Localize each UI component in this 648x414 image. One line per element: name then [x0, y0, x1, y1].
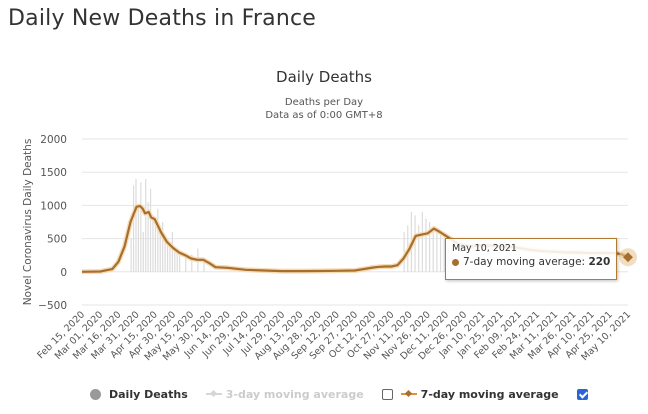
y-tick-label: 0 — [60, 267, 67, 279]
y-axis-label: Novel Coronavirus Daily Deaths — [22, 139, 34, 306]
daily-deaths-bar — [425, 218, 427, 272]
legend-item-7-day-ma[interactable]: 7-day moving average — [400, 387, 559, 401]
daily-deaths-bar — [157, 208, 159, 272]
y-tick-label: 500 — [47, 234, 67, 246]
daily-deaths-bar — [166, 238, 169, 272]
tooltip-date: May 10, 2021 — [452, 243, 517, 254]
daily-deaths-bar — [147, 202, 149, 272]
daily-deaths-bar — [162, 222, 164, 272]
daily-deaths-bar — [429, 222, 431, 272]
daily-deaths-bar — [132, 185, 135, 272]
legend-label: 7-day moving average — [420, 387, 559, 401]
daily-deaths-bar — [443, 238, 445, 272]
grid — [82, 138, 628, 306]
daily-deaths-bar — [169, 245, 171, 272]
daily-deaths-bar — [418, 225, 420, 272]
daily-deaths-bar — [164, 241, 166, 272]
circle-icon — [90, 388, 101, 400]
line-marker-icon — [400, 389, 417, 399]
daily-deaths-bar — [191, 254, 193, 272]
checkbox-7-day-ma[interactable] — [576, 388, 588, 400]
daily-deaths-bar — [152, 218, 154, 272]
tooltip-series-dot-icon — [452, 258, 459, 266]
daily-deaths-bar — [140, 182, 142, 272]
hover-point-marker[interactable] — [623, 252, 633, 263]
chart-title: Daily Deaths — [276, 68, 372, 86]
tooltip-value: 220 — [588, 256, 611, 268]
daily-deaths-bar — [149, 188, 152, 272]
y-tick-label: 2000 — [40, 134, 67, 146]
y-tick-label: 1000 — [40, 200, 67, 212]
daily-deaths-bar — [436, 231, 438, 272]
daily-deaths-bar — [174, 248, 176, 272]
chart-subtitle: Deaths per Day — [284, 97, 364, 108]
daily-deaths-bar — [171, 231, 173, 272]
page-title: Daily New Deaths in France — [8, 6, 317, 31]
checkbox-3-day-ma[interactable] — [381, 388, 393, 400]
daily-deaths-bar — [403, 231, 405, 272]
daily-deaths-bar — [137, 205, 140, 272]
daily-deaths-bar — [145, 178, 147, 272]
daily-deaths-bar — [130, 238, 132, 272]
daily-deaths-bar — [185, 253, 187, 272]
chart-data-as-of: Data as of 0:00 GMT+8 — [265, 110, 383, 121]
daily-deaths-bar — [421, 212, 423, 272]
daily-deaths-bar — [142, 231, 144, 272]
tooltip-label: 7-day moving average: — [463, 256, 586, 268]
daily-deaths-bars — [130, 178, 453, 272]
daily-deaths-bar — [135, 178, 137, 272]
y-tick-label: 1500 — [40, 167, 67, 179]
daily-deaths-bar — [414, 215, 416, 272]
legend-label: 3-day moving average — [225, 387, 364, 401]
y-tick-label: −500 — [38, 300, 67, 312]
legend-label: Daily Deaths — [109, 387, 188, 401]
daily-deaths-bar — [439, 235, 442, 272]
legend-item-daily-deaths[interactable]: Daily Deaths — [90, 388, 188, 401]
daily-deaths-bar — [154, 225, 156, 272]
legend: Daily Deaths 3-day moving average 7-day … — [90, 385, 596, 403]
daily-deaths-bar — [203, 258, 205, 272]
y-axis-ticks: 2000 1500 1000 500 0 −500 — [38, 134, 67, 312]
daily-deaths-bar — [179, 251, 181, 272]
legend-item-3-day-ma[interactable]: 3-day moving average — [205, 387, 364, 401]
tooltip: May 10, 2021 7-day moving average: 220 — [445, 238, 617, 280]
daily-deaths-bar — [176, 250, 178, 272]
daily-deaths-bar — [432, 228, 434, 272]
daily-deaths-bar — [159, 231, 161, 272]
line-marker-icon — [205, 389, 222, 399]
